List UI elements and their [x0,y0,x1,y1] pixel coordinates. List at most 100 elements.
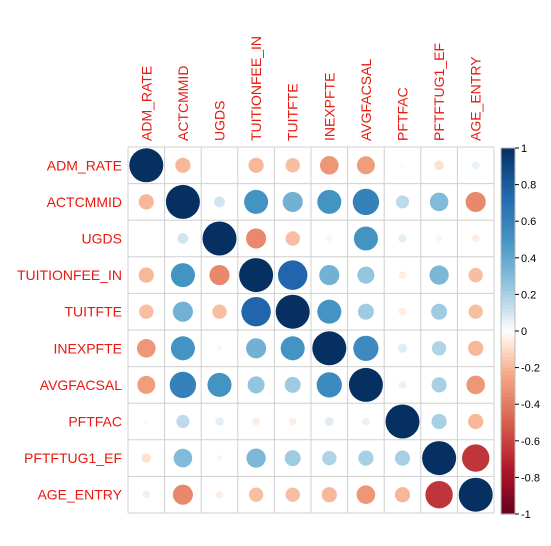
corr-circle-tuitfte-pftftug1_ef [431,303,448,320]
corr-circle-actcmmid-tuitionfee_in [244,189,269,214]
corr-circle-age_entry-pftfac [394,487,411,503]
corr-circle-adm_rate-age_entry [471,161,480,170]
legend-swatch [501,287,515,292]
legend-swatch [501,334,515,339]
column-labels: ADM_RATE ACTCMMID UGDS TUITIONFEE_IN TUITFTE… [138,36,483,141]
corr-circle-ugds-tuitionfee_in [246,228,267,249]
corr-circle-pftftug1_ef-actcmmid [173,448,193,468]
legend-swatch [501,499,515,504]
legend-swatch [501,448,515,453]
col-label-pftfac: PFTFAC [395,87,411,141]
corr-circle-ugds-ugds [202,221,237,256]
legend-swatch [501,254,515,259]
corr-circle-ugds-pftfac [398,234,407,243]
legend-tick-label: 0.2 [521,289,536,301]
col-label-avgfacsal: AVGFACSAL [358,59,374,141]
corr-circle-tuitfte-inexpfte [317,299,342,324]
row-label-tuitionfee_in: TUITIONFEE_IN [17,267,122,283]
col-label-ugds: UGDS [212,101,228,141]
legend-swatch [501,338,515,343]
row-labels: ADM_RATE ACTCMMID UGDS TUITIONFEE_IN TUITFTE… [17,157,123,502]
corr-circle-pftfac-adm_rate [143,419,149,424]
legend-swatch [501,298,515,303]
row-label-adm_rate: ADM_RATE [47,157,122,173]
legend-swatch [501,228,515,233]
corr-circle-tuitfte-actcmmid [172,301,193,322]
legend-swatch [501,451,515,457]
legend-tick-label: 0.6 [521,216,536,228]
corr-circle-adm_rate-inexpfte [319,155,339,175]
legend-swatch [501,272,515,277]
col-label-actcmmid: ACTCMMID [175,66,191,141]
legend-tick-label: 0.4 [521,253,536,265]
corr-circle-age_entry-age_entry [458,477,493,512]
corr-circle-tuitionfee_in-tuitfte [277,260,308,290]
legend-swatch [501,374,515,380]
corr-circle-adm_rate-tuitionfee_in [248,157,264,173]
corr-circle-tuitionfee_in-adm_rate [138,267,154,283]
corr-circle-adm_rate-actcmmid [175,157,191,173]
row-label-age_entry: AGE_ENTRY [37,487,122,503]
legend-swatch [501,433,515,438]
legend-swatch [501,396,515,402]
legend-swatch [501,276,515,281]
row-label-pftfac: PFTFAC [68,414,122,430]
legend-swatch [501,199,515,204]
legend-swatch [501,188,515,193]
legend-swatch [501,177,515,182]
corr-circle-inexpfte-ugds [216,345,223,352]
corr-circle-tuitfte-age_entry [468,304,483,319]
corr-circle-tuitionfee_in-tuitionfee_in [239,258,274,293]
corr-circle-inexpfte-tuitionfee_in [246,338,267,359]
corr-circle-tuitfte-pftfac [398,307,407,316]
corr-circle-pftfac-pftfac [385,404,420,439]
legend-swatch [501,418,515,424]
legend-swatch [501,213,515,219]
legend-swatch [501,477,515,482]
corr-circle-tuitionfee_in-avgfacsal [357,266,375,284]
corr-circle-avgfacsal-actcmmid [169,371,197,399]
corr-circle-age_entry-tuitfte [285,487,300,502]
legend-swatch [501,492,515,497]
legend-swatch [501,294,515,299]
corr-circle-tuitionfee_in-pftftug1_ef [429,265,449,285]
corr-circle-ugds-inexpfte [326,235,333,242]
corr-circle-pftfac-tuitionfee_in [252,417,260,426]
legend-swatch [501,503,515,508]
legend-swatch [501,180,515,186]
plot-grid [127,146,495,514]
legend-swatch [501,349,515,354]
corr-circle-ugds-tuitfte [285,231,300,246]
legend-swatch [501,184,515,189]
corr-circle-avgfacsal-inexpfte [316,372,342,398]
corr-circle-avgfacsal-tuitfte [284,376,301,393]
col-label-tuitionfee_in: TUITIONFEE_IN [248,36,264,141]
corr-circle-adm_rate-pftfac [400,162,405,168]
corr-circle-pftftug1_ef-tuitfte [284,450,301,467]
color-legend: 1 0.8 0.6 0.4 0.2 0 -0.2 -0.4 -0.6 -0.8 -1 [500,143,540,521]
legend-swatch [501,279,515,285]
legend-swatch [501,393,515,398]
legend-swatch [501,400,515,405]
corr-circle-pftfac-avgfacsal [362,417,370,426]
legend-swatch [501,331,515,336]
legend-swatch [501,239,515,244]
corr-circle-avgfacsal-age_entry [466,375,486,395]
legend-swatch [501,316,515,321]
corr-circle-inexpfte-avgfacsal [353,335,379,361]
legend-swatch [501,221,515,226]
legend-swatch [501,426,515,431]
row-label-actcmmid: ACTCMMID [47,194,122,210]
legend-swatch [501,506,515,511]
legend-swatch [501,243,515,248]
corr-circle-pftftug1_ef-age_entry [461,444,490,472]
corr-circle-tuitionfee_in-ugds [209,265,230,286]
legend-swatch [501,283,515,288]
corr-circle-pftftug1_ef-avgfacsal [358,450,374,466]
corr-circle-tuitfte-ugds [212,304,227,319]
legend-tick-label: -1 [521,509,531,521]
legend-swatch [501,309,515,314]
corr-circle-tuitfte-tuitionfee_in [241,296,271,327]
legend-swatch [501,360,515,365]
legend-swatch [501,385,515,391]
